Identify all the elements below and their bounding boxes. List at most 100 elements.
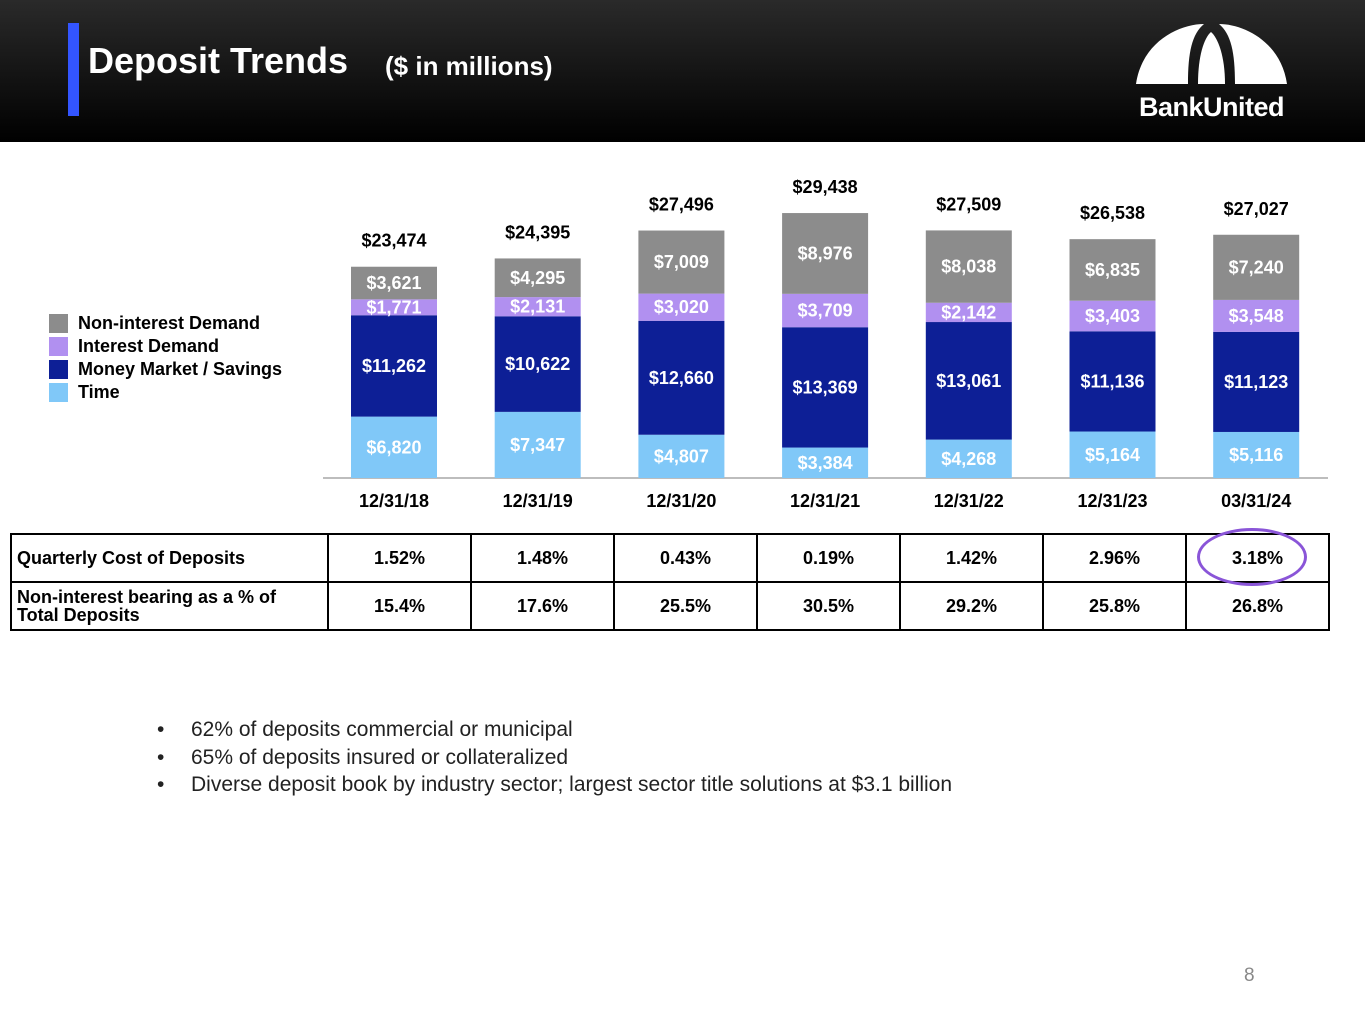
bar-value-label: $8,038 [941,257,996,277]
bar-segment [494,411,581,478]
bar-value-label: $2,142 [941,302,996,322]
bar-value-label: $7,240 [1229,257,1284,277]
bar-value-label: $8,976 [798,243,853,263]
legend-item-money-market: Money Market / Savings [49,358,282,381]
bar-total-label: $27,496 [649,195,714,215]
legend-swatch [49,337,68,356]
bar-segment [351,266,437,300]
bar-value-label: $12,660 [649,368,714,388]
bar-segment [782,327,869,448]
page-subtitle: ($ in millions) [385,51,553,81]
bar-value-label: $10,622 [505,354,570,374]
legend-label: Interest Demand [78,336,220,356]
stats-table: Quarterly Cost of Deposits 1.52% 1.48% 0… [10,533,1330,631]
header-band: Deposit Trends ($ in millions) BankUnite… [0,0,1365,142]
bar-segment [925,302,1012,323]
bar-segment [925,322,1012,440]
bar-value-label: $3,384 [798,453,853,473]
bar-value-label: $6,820 [366,437,421,457]
table-cell: 30.5% [756,581,901,631]
bar-segment [925,439,1012,478]
bar-value-label: $5,164 [1085,445,1140,465]
deposit-chart: $6,820 $11,262 $1,771 $3,621 $23,474 12/31/18… [323,177,1328,511]
bar-value-label: $13,369 [793,377,858,397]
bar-segment [351,416,437,478]
bar-value-label: $4,807 [654,446,709,466]
bar-total-label: $23,474 [361,231,426,251]
bar-segment [638,293,725,321]
bar-segment [782,447,869,478]
bar-segment [351,315,437,417]
bar-segment [638,320,725,435]
bar-segment [1069,239,1156,301]
highlight-circle [1197,528,1307,586]
bar-total-label: $29,438 [793,177,858,197]
bullet-text: 65% of deposits insured or collateralize… [191,745,569,769]
bar-value-label: $7,347 [510,435,565,455]
page-title: Deposit Trends [88,40,349,81]
bar-segment [494,258,581,298]
bar-segment [1213,234,1300,300]
bar-value-label: $3,548 [1229,306,1284,326]
bar-value-label: $4,295 [510,268,565,288]
table-row-cost-of-deposits: Quarterly Cost of Deposits 1.52% 1.48% 0… [10,533,1330,583]
bullet-dot: • [157,718,165,741]
legend-item-interest-demand: Interest Demand [49,335,282,358]
table-cell: 1.42% [899,533,1044,583]
bar-segment [782,213,869,294]
row-label: Non-interest bearing as a % of Total Dep… [10,581,329,631]
table-cell: 0.19% [756,533,901,583]
row-label: Quarterly Cost of Deposits [10,533,329,583]
table-cell: 2.96% [1042,533,1187,583]
bar-segment [1069,431,1156,478]
logo-wordmark: BankUnited [1138,92,1285,122]
row-label-line: Non-interest bearing as a % of [17,587,277,607]
bar-segment [638,230,725,294]
bar-value-label: $4,268 [941,449,996,469]
table-cell: 1.52% [327,533,472,583]
row-label-line: Total Deposits [17,605,140,625]
title-accent-bar [68,23,79,116]
table-cell: 17.6% [470,581,615,631]
table-cell: 25.8% [1042,581,1187,631]
bullet-dot: • [157,745,165,769]
bar-value-label: $11,262 [362,356,426,376]
legend-swatch [49,383,68,402]
table-cell: 1.48% [470,533,615,583]
table-row-non-interest-bearing: Non-interest bearing as a % of Total Dep… [10,581,1330,631]
x-tick-label: 12/31/21 [790,491,860,511]
list-item: • Diverse deposit book by industry sector… [157,773,952,801]
bar-total-label: $26,538 [1080,203,1145,223]
legend-swatch [49,360,68,379]
chart-legend: Non-interest Demand Interest Demand Mone… [49,312,282,404]
bar-value-label: $7,009 [654,252,709,272]
bar-segment [1069,331,1156,432]
bar-segment [1213,299,1300,332]
bar-value-label: $3,621 [366,273,421,293]
bar-value-label: $5,116 [1229,445,1283,465]
bankunited-logo-icon [1136,24,1287,84]
legend-item-time: Time [49,381,282,404]
bar-value-label: $1,771 [366,297,421,317]
x-tick-label: 12/31/20 [646,491,716,511]
legend-swatch [49,314,68,333]
bar-segment [782,293,869,328]
bullet-dot: • [157,773,165,796]
page-number: 8 [1244,965,1255,986]
x-tick-label: 12/31/18 [359,491,429,511]
bullet-text: Diverse deposit book by industry sector;… [191,773,953,796]
bar-value-label: $3,709 [798,301,853,321]
table-cell: 29.2% [899,581,1044,631]
legend-label: Time [78,382,120,402]
bar-value-label: $11,136 [1080,371,1144,391]
x-tick-label: 12/31/23 [1077,491,1147,511]
bar-segment [1069,300,1156,332]
bar-segment [638,434,725,478]
bar-value-label: $2,131 [510,297,565,317]
bar-value-label: $3,403 [1085,306,1140,326]
bar-value-label: $6,835 [1085,260,1140,280]
bar-value-label: $11,123 [1224,372,1288,392]
table-cell: 15.4% [327,581,472,631]
bar-value-label: $13,061 [936,371,1001,391]
bar-segment [1213,431,1300,478]
